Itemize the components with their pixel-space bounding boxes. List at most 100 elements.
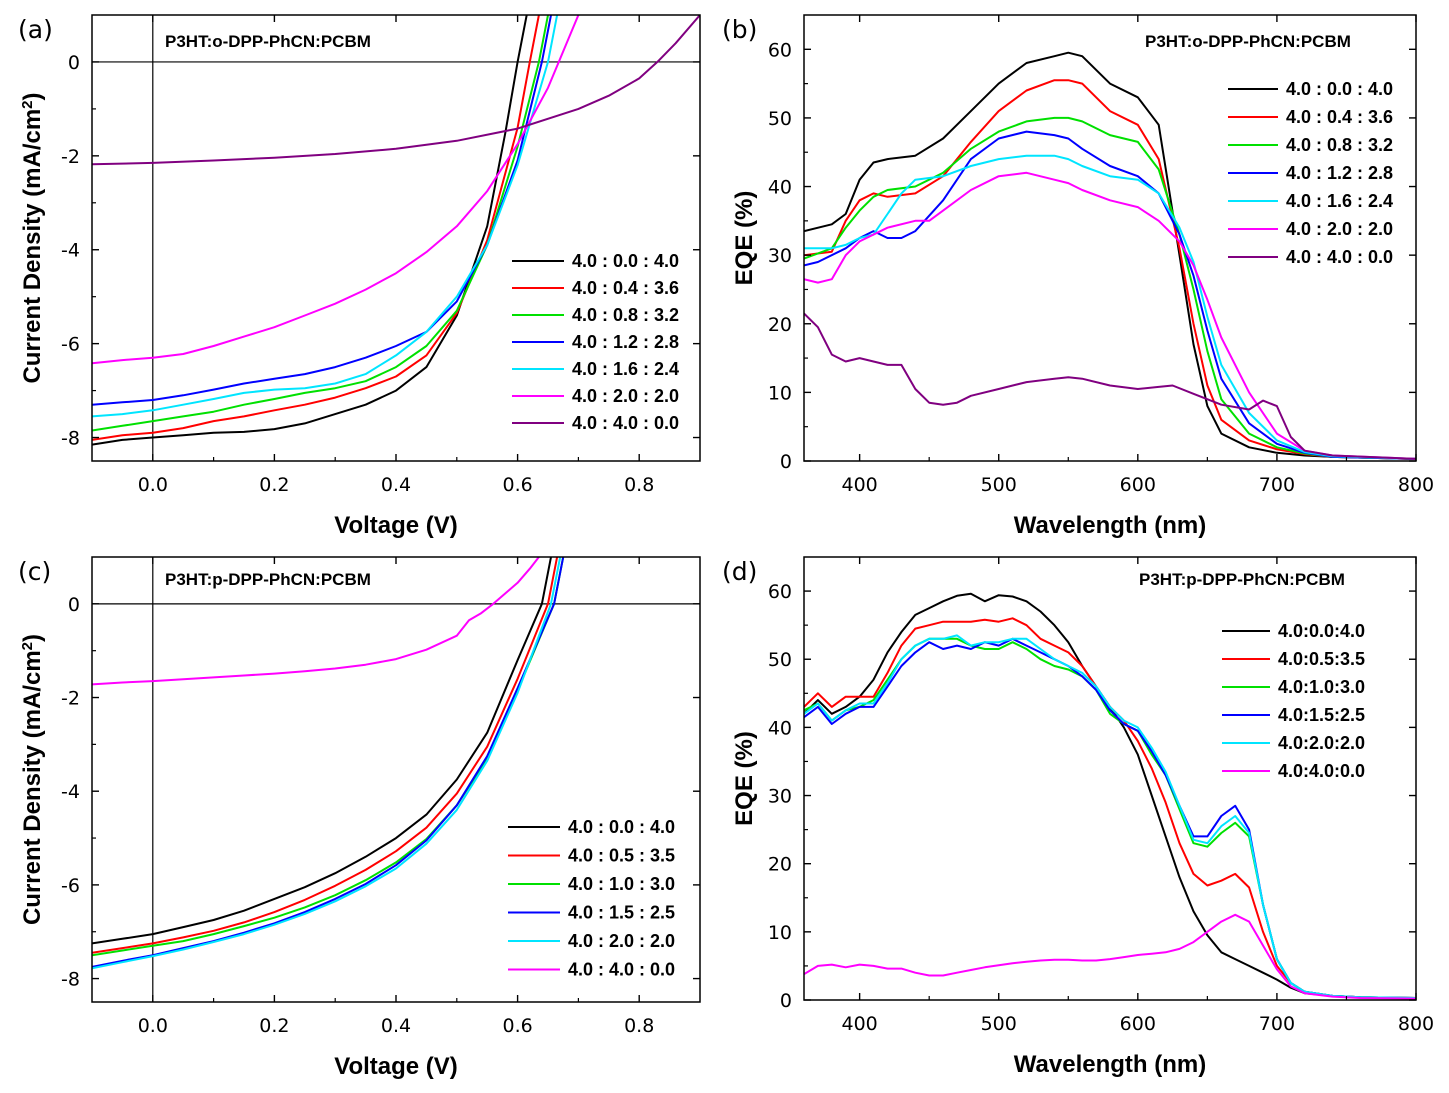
y-tick-label: 50 — [768, 108, 792, 130]
y-axis-title-superscript: 2 — [19, 100, 36, 108]
x-tick-label: 0.8 — [624, 474, 654, 496]
series-line-3 — [804, 116, 1416, 460]
legend-label: 4.0 : 2.0 : 2.0 — [572, 386, 679, 406]
plot-frame — [803, 14, 1417, 462]
x-axis-title: Voltage (V) — [334, 512, 458, 539]
series-line-2 — [92, 557, 559, 954]
legend-label: 4.0 : 1.2 : 2.8 — [1286, 163, 1393, 183]
series-line-6 — [804, 913, 1416, 1000]
legend-label: 4.0:1.5:2.5 — [1278, 705, 1365, 725]
y-axis-title-main: EQE (%) — [731, 731, 758, 826]
legend-label: 4.0 : 0.0 : 4.0 — [568, 817, 675, 837]
y-axis-title: EQE (%) — [731, 731, 758, 826]
series-line-5 — [804, 154, 1416, 460]
legend-label: 4.0 : 0.0 : 4.0 — [572, 251, 679, 271]
y-tick-label: 60 — [768, 39, 792, 61]
series-line-7 — [804, 312, 1416, 460]
panel-a: 0.0 0.2 0.4 0.6 0.8 -8 -6 -4 -2 0 Voltage (V) Curre… — [18, 14, 701, 539]
x-tick-label: 600 — [1120, 474, 1156, 496]
panel-letter: (b) — [722, 15, 757, 44]
y-axis-title-end: ) — [19, 634, 46, 642]
y-axis-title-main: Current Density (mA/cm — [19, 650, 46, 925]
series-line-2 — [804, 79, 1416, 460]
y-axis-title-end: ) — [19, 92, 46, 100]
y-tick-label: -2 — [61, 688, 80, 710]
series-line-1 — [804, 51, 1416, 460]
series-line-1 — [92, 557, 552, 945]
y-tick-label: 10 — [768, 382, 792, 404]
legend-label: 4.0 : 1.2 : 2.8 — [572, 332, 679, 352]
x-tick-label: 700 — [1259, 1013, 1295, 1035]
x-tick-label: 400 — [842, 1013, 878, 1035]
x-tick-label: 500 — [981, 1013, 1017, 1035]
series-line-3 — [92, 15, 549, 432]
legend-label: 4.0:4.0:0.0 — [1278, 761, 1365, 781]
panel-letter: (c) — [18, 557, 51, 586]
y-tick-label: -4 — [61, 781, 80, 803]
series-line-7 — [92, 15, 700, 166]
series-line-5 — [92, 15, 559, 418]
legend-label: 4.0 : 1.6 : 2.4 — [1286, 191, 1393, 211]
x-tick-label: 0.4 — [381, 1015, 411, 1037]
x-tick-label: 0.4 — [381, 474, 411, 496]
legend-label: 4.0:0.0:4.0 — [1278, 621, 1365, 641]
y-axis-title-main: EQE (%) — [731, 191, 758, 286]
legend-label: 4.0 : 0.8 : 3.2 — [572, 305, 679, 325]
y-tick-label: 0 — [68, 52, 80, 74]
y-tick-label: 30 — [768, 245, 792, 267]
legend-label: 4.0:1.0:3.0 — [1278, 677, 1365, 697]
y-axis-title: EQE (%) — [731, 191, 758, 286]
series-line-2 — [804, 617, 1416, 999]
x-tick-label: 400 — [842, 474, 878, 496]
panel-letter: (d) — [722, 557, 757, 586]
series-line-4 — [92, 15, 552, 406]
x-tick-label: 0.8 — [624, 1015, 654, 1037]
panel-title: P3HT:p-DPP-PhCN:PCBM — [165, 570, 371, 589]
x-tick-label: 0.0 — [138, 1015, 168, 1037]
panel-title: P3HT:p-DPP-PhCN:PCBM — [1139, 570, 1345, 589]
series-line-6 — [92, 15, 580, 365]
x-tick-label: 700 — [1259, 474, 1295, 496]
x-axis-title: Voltage (V) — [334, 1053, 458, 1080]
legend-label: 4.0 : 1.6 : 2.4 — [572, 359, 679, 379]
series-line-6 — [804, 171, 1416, 460]
y-tick-label: -8 — [61, 969, 80, 991]
y-tick-label: -2 — [61, 146, 80, 168]
series-line-2 — [92, 15, 540, 441]
x-axis-title: Wavelength (nm) — [1014, 512, 1206, 539]
y-tick-label: 20 — [768, 314, 792, 336]
y-axis-title: Current Density (mA/cm2) — [19, 634, 47, 925]
series-line-6 — [92, 557, 540, 686]
x-tick-label: 800 — [1398, 474, 1434, 496]
legend-label: 4.0 : 0.5 : 3.5 — [568, 846, 675, 866]
y-tick-label: -6 — [61, 334, 80, 356]
legend-label: 4.0 : 1.5 : 2.5 — [568, 903, 675, 923]
y-tick-label: -6 — [61, 875, 80, 897]
x-tick-label: 0.0 — [138, 474, 168, 496]
x-tick-label: 500 — [981, 474, 1017, 496]
x-tick-label: 0.2 — [259, 474, 289, 496]
x-tick-label: 600 — [1120, 1013, 1156, 1035]
y-tick-label: 10 — [768, 922, 792, 944]
y-axis-title-superscript: 2 — [19, 642, 36, 650]
y-tick-label: 30 — [768, 786, 792, 808]
legend-label: 4.0 : 0.0 : 4.0 — [1286, 79, 1393, 99]
legend-label: 4.0 : 1.0 : 3.0 — [568, 874, 675, 894]
y-tick-label: 20 — [768, 854, 792, 876]
x-axis-title: Wavelength (nm) — [1014, 1051, 1206, 1078]
series-line-4 — [92, 557, 565, 968]
legend-label: 4.0 : 4.0 : 0.0 — [572, 413, 679, 433]
series-group — [92, 15, 700, 446]
x-tick-label: 0.6 — [502, 1015, 532, 1037]
y-tick-label: 60 — [768, 581, 792, 603]
legend-label: 4.0:0.5:3.5 — [1278, 649, 1365, 669]
series-line-5 — [804, 634, 1416, 999]
series-line-5 — [92, 557, 562, 970]
x-tick-label: 800 — [1398, 1013, 1434, 1035]
panel-title: P3HT:o-DPP-PhCN:PCBM — [1145, 32, 1351, 51]
y-tick-label: -8 — [61, 428, 80, 450]
panel-title: P3HT:o-DPP-PhCN:PCBM — [165, 32, 371, 51]
panel-c: 0.0 0.2 0.4 0.6 0.8 -8 -6 -4 -2 0 Voltage (V) Curre… — [18, 556, 701, 1080]
y-tick-label: 0 — [68, 594, 80, 616]
